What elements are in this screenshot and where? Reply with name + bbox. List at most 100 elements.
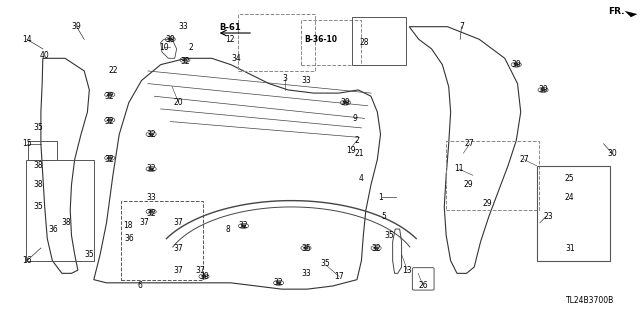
Circle shape bbox=[541, 89, 545, 91]
Text: 32: 32 bbox=[105, 117, 115, 126]
Text: B-36-10: B-36-10 bbox=[304, 35, 337, 44]
Text: 15: 15 bbox=[22, 139, 32, 148]
Text: 33: 33 bbox=[178, 22, 188, 31]
Text: 2: 2 bbox=[355, 136, 359, 145]
Text: 33: 33 bbox=[301, 76, 311, 85]
Text: 17: 17 bbox=[334, 272, 344, 281]
Text: 35: 35 bbox=[384, 231, 394, 240]
Circle shape bbox=[108, 94, 111, 96]
Text: 32: 32 bbox=[105, 92, 115, 101]
Text: 13: 13 bbox=[403, 266, 412, 275]
Text: 20: 20 bbox=[173, 98, 183, 107]
Text: 27: 27 bbox=[519, 155, 529, 164]
Text: 35: 35 bbox=[84, 250, 94, 259]
Text: TL24B3700B: TL24B3700B bbox=[566, 296, 614, 305]
Circle shape bbox=[202, 276, 206, 278]
Text: 38: 38 bbox=[33, 161, 43, 170]
Text: 23: 23 bbox=[543, 212, 553, 221]
Text: 30: 30 bbox=[607, 149, 617, 158]
Bar bbox=[446, 141, 539, 210]
Text: 40: 40 bbox=[40, 51, 49, 60]
Text: 5: 5 bbox=[381, 212, 386, 221]
Text: 18: 18 bbox=[123, 221, 132, 230]
Text: 35: 35 bbox=[301, 243, 311, 253]
Text: 32: 32 bbox=[147, 209, 156, 218]
Text: 7: 7 bbox=[459, 22, 464, 31]
Text: 34: 34 bbox=[231, 54, 241, 63]
Text: 33: 33 bbox=[147, 193, 156, 202]
Text: 35: 35 bbox=[33, 203, 44, 211]
Text: 10: 10 bbox=[159, 43, 169, 52]
Text: 22: 22 bbox=[108, 66, 118, 76]
Text: B-61: B-61 bbox=[220, 24, 241, 33]
Circle shape bbox=[149, 168, 153, 170]
Text: 33: 33 bbox=[301, 269, 311, 278]
Text: 38: 38 bbox=[61, 218, 71, 227]
Text: 32: 32 bbox=[105, 155, 115, 164]
Text: 21: 21 bbox=[355, 149, 364, 158]
Text: 32: 32 bbox=[239, 221, 248, 230]
Text: 35: 35 bbox=[320, 259, 330, 268]
Text: 32: 32 bbox=[274, 278, 284, 287]
Text: 39: 39 bbox=[199, 272, 209, 281]
Text: 39: 39 bbox=[538, 85, 548, 94]
Text: 27: 27 bbox=[465, 139, 474, 148]
Bar bbox=[239, 14, 315, 71]
Text: 39: 39 bbox=[165, 35, 175, 44]
Text: 32: 32 bbox=[180, 57, 189, 66]
Text: 6: 6 bbox=[138, 281, 143, 291]
Text: 19: 19 bbox=[346, 145, 355, 154]
Circle shape bbox=[149, 211, 153, 213]
Text: 36: 36 bbox=[124, 234, 134, 243]
Text: 37: 37 bbox=[173, 218, 184, 227]
Text: 35: 35 bbox=[33, 123, 44, 132]
Text: 39: 39 bbox=[340, 98, 350, 107]
Bar bbox=[28, 141, 57, 160]
Circle shape bbox=[344, 102, 348, 104]
Text: 9: 9 bbox=[353, 114, 358, 123]
Text: 12: 12 bbox=[225, 35, 234, 44]
Text: 38: 38 bbox=[33, 180, 43, 189]
Text: 37: 37 bbox=[140, 218, 150, 227]
Text: 3: 3 bbox=[282, 74, 287, 83]
Text: 16: 16 bbox=[22, 256, 32, 265]
Text: 25: 25 bbox=[565, 174, 575, 183]
Circle shape bbox=[304, 247, 308, 249]
Circle shape bbox=[108, 119, 111, 121]
Text: 4: 4 bbox=[359, 174, 364, 183]
Text: 37: 37 bbox=[173, 243, 184, 253]
Bar bbox=[352, 17, 406, 65]
Text: 2: 2 bbox=[189, 43, 194, 52]
Bar bbox=[121, 201, 203, 280]
Text: 14: 14 bbox=[22, 35, 32, 44]
Circle shape bbox=[242, 225, 246, 227]
Text: 26: 26 bbox=[419, 281, 428, 291]
Text: 31: 31 bbox=[565, 243, 575, 253]
Circle shape bbox=[168, 38, 172, 40]
Text: 39: 39 bbox=[72, 22, 81, 31]
Text: 37: 37 bbox=[195, 266, 205, 275]
Bar bbox=[301, 20, 362, 65]
Text: 32: 32 bbox=[371, 243, 381, 253]
Text: 28: 28 bbox=[360, 38, 369, 47]
Text: 29: 29 bbox=[463, 180, 473, 189]
Text: 24: 24 bbox=[565, 193, 575, 202]
Circle shape bbox=[374, 247, 378, 249]
Text: 32: 32 bbox=[147, 165, 156, 174]
Text: 32: 32 bbox=[147, 130, 156, 139]
Text: 11: 11 bbox=[454, 165, 463, 174]
Text: 1: 1 bbox=[378, 193, 383, 202]
Circle shape bbox=[515, 64, 518, 66]
Circle shape bbox=[108, 157, 111, 159]
Bar bbox=[26, 160, 95, 261]
Text: 37: 37 bbox=[173, 266, 184, 275]
Text: 29: 29 bbox=[482, 199, 492, 208]
Text: 8: 8 bbox=[225, 225, 230, 234]
Text: FR.: FR. bbox=[608, 7, 625, 16]
Text: 39: 39 bbox=[511, 60, 521, 69]
Text: 36: 36 bbox=[49, 225, 58, 234]
Circle shape bbox=[276, 282, 280, 284]
Circle shape bbox=[149, 133, 153, 135]
Circle shape bbox=[183, 59, 187, 61]
Bar bbox=[537, 166, 610, 261]
